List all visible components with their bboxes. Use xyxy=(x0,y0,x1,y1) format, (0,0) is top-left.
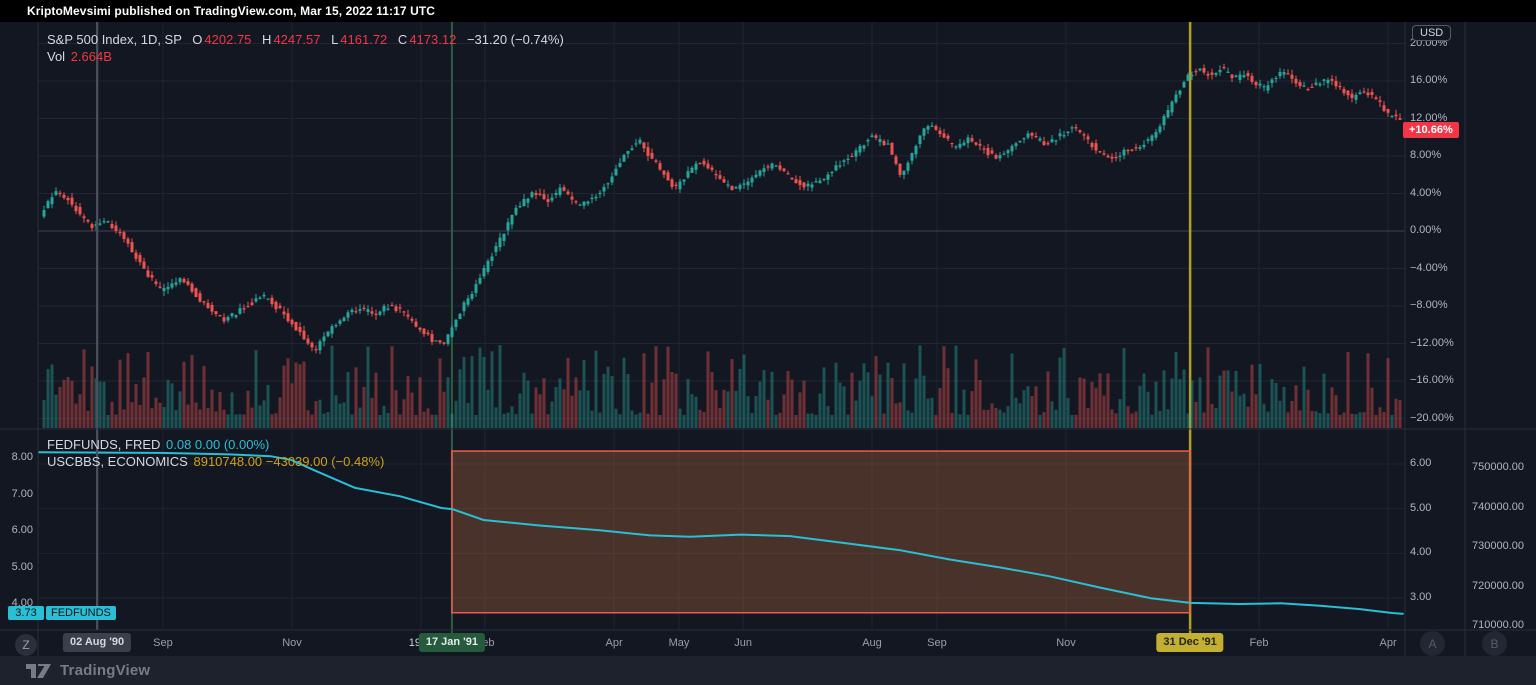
fed-left-axis-tick: 6.00 xyxy=(11,524,33,536)
uscbbs-legend-row: USCBBS, ECONOMICS 8910748.00 −43039.00 (… xyxy=(47,453,384,470)
high-value: 4247.57 xyxy=(273,32,321,47)
time-axis-tick: Aug xyxy=(862,637,882,649)
price-axis-tick: −16.00% xyxy=(1410,374,1454,386)
time-axis-tick: May xyxy=(668,637,690,649)
uscbbs-outer-axis-tick: 710000.00 xyxy=(1472,619,1524,631)
price-axis-tick: 4.00% xyxy=(1410,186,1442,199)
event-date-badge-dec31[interactable]: 31 Dec '91 xyxy=(1156,633,1224,652)
highlight-rectangle[interactable] xyxy=(451,450,1191,614)
close-value: 4173.12 xyxy=(409,32,457,47)
fed-left-axis-tick: 8.00 xyxy=(11,451,33,463)
time-axis-tick: Sep xyxy=(927,637,947,649)
fedfunds-title[interactable]: FEDFUNDS, FRED xyxy=(47,437,161,452)
bottom-toolbar: TradingView xyxy=(0,656,1536,685)
price-axis-tick: −12.00% xyxy=(1410,336,1454,349)
tradingview-logo-icon xyxy=(26,663,51,678)
low-label: L xyxy=(331,32,339,47)
publish-bar: KriptoMevsimi published on TradingView.c… xyxy=(0,0,1536,22)
time-axis-tick: Sep xyxy=(153,637,173,649)
time-axis-tick: Jun xyxy=(734,637,752,649)
main-series-legend: S&P 500 Index, 1D, SP O 4202.75 H 4247.57 … xyxy=(47,31,564,65)
fedfunds-values: 0.08 0.00 (0.00%) xyxy=(166,437,270,452)
currency-unit-badge[interactable]: USD xyxy=(1412,25,1452,41)
hotkey-b-button[interactable]: B xyxy=(1482,631,1507,656)
time-axis-tick: Nov xyxy=(1056,637,1076,649)
open-label: O xyxy=(192,32,203,47)
fedfunds-legend-row: FEDFUNDS, FRED 0.08 0.00 (0.00%) xyxy=(47,436,384,453)
tradingview-logo[interactable]: TradingView xyxy=(25,662,150,680)
sub-inner-axis-tick: 5.00 xyxy=(1410,501,1432,514)
hotkey-a-button[interactable]: A xyxy=(1420,631,1445,656)
uscbbs-outer-axis-tick: 720000.00 xyxy=(1472,579,1524,592)
candlestick-series xyxy=(42,63,1402,355)
open-value: 4202.75 xyxy=(204,32,252,47)
uscbbs-outer-axis-tick: 740000.00 xyxy=(1472,500,1524,513)
publish-text: KriptoMevsimi published on TradingView.c… xyxy=(27,4,436,18)
time-axis-tick: Feb xyxy=(1249,637,1269,649)
event-date-badge-jan17[interactable]: 17 Jan '91 xyxy=(418,633,485,652)
time-axis-tick: Nov xyxy=(282,637,302,649)
price-axis-tick: −8.00% xyxy=(1410,299,1448,311)
close-label: C xyxy=(397,32,408,47)
volume-label: Vol xyxy=(47,49,66,64)
uscbbs-outer-axis-tick: 730000.00 xyxy=(1472,540,1524,552)
fed-left-axis-tick: 7.00 xyxy=(11,487,33,500)
price-axis-tick: 0.00% xyxy=(1410,224,1442,236)
time-axis-tick: Apr xyxy=(605,637,623,649)
uscbbs-values: 8910748.00 −43039.00 (−0.48%) xyxy=(193,454,385,469)
uscbbs-title[interactable]: USCBBS, ECONOMICS xyxy=(47,454,188,469)
sub-inner-axis-tick: 6.00 xyxy=(1410,457,1432,469)
fedfunds-line[interactable] xyxy=(37,451,1404,615)
hotkey-z-button[interactable]: Z xyxy=(15,634,37,656)
fedfunds-last-value-badge: 3.73 xyxy=(8,605,44,620)
time-axis-tick: Apr xyxy=(1379,637,1397,649)
main-legend-row-volume: Vol 2.664B xyxy=(47,48,564,65)
last-change-badge: +10.66% xyxy=(1403,122,1459,139)
fedfunds-name-badge: FEDFUNDS xyxy=(46,605,116,620)
price-axis-tick: 16.00% xyxy=(1410,74,1448,86)
main-series-title[interactable]: S&P 500 Index, 1D, SP xyxy=(47,32,182,47)
main-legend-row-ohlc: S&P 500 Index, 1D, SP O 4202.75 H 4247.57 … xyxy=(47,31,564,48)
tradingview-brand-text: TradingView xyxy=(60,662,151,679)
price-axis-tick: −20.00% xyxy=(1410,411,1454,424)
volume-series xyxy=(42,345,1402,428)
price-axis-tick: 8.00% xyxy=(1410,149,1442,161)
price-axis-tick: −4.00% xyxy=(1410,261,1448,274)
sub-inner-axis-tick: 3.00 xyxy=(1410,591,1432,603)
price-axis-tick: 12.00% xyxy=(1410,111,1448,124)
change-value: −31.20 (−0.74%) xyxy=(466,32,564,47)
fed-left-axis-tick: 5.00 xyxy=(11,560,33,573)
crosshair-date-badge: 02 Aug '90 xyxy=(62,633,132,652)
high-label: H xyxy=(262,32,272,47)
low-value: 4161.72 xyxy=(340,32,388,47)
sub-series-legend: FEDFUNDS, FRED 0.08 0.00 (0.00%) USCBBS,… xyxy=(47,436,384,470)
uscbbs-outer-axis-tick: 750000.00 xyxy=(1472,461,1524,473)
sub-inner-axis-tick: 4.00 xyxy=(1410,546,1432,559)
volume-value: 2.664B xyxy=(70,49,112,64)
